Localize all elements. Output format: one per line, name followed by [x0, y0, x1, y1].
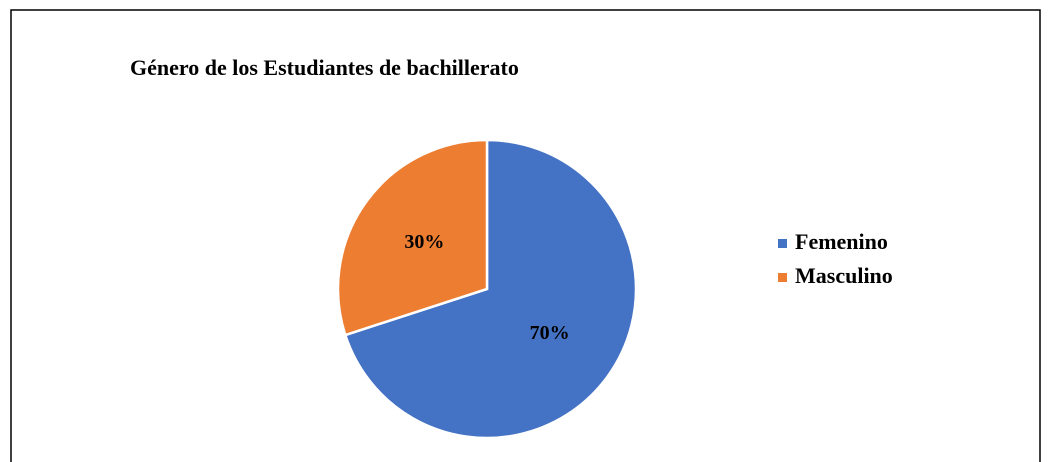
- chart-title: Género de los Estudiantes de bachillerat…: [130, 55, 519, 80]
- legend-label: Femenino: [795, 229, 888, 254]
- pie-slice: [343, 138, 638, 440]
- data-label: 70%: [530, 322, 570, 344]
- legend-swatch: [778, 239, 787, 248]
- legend-label: Masculino: [795, 263, 893, 288]
- data-label: 30%: [404, 231, 444, 253]
- legend-swatch: [778, 273, 787, 282]
- pie-slice: [336, 138, 489, 337]
